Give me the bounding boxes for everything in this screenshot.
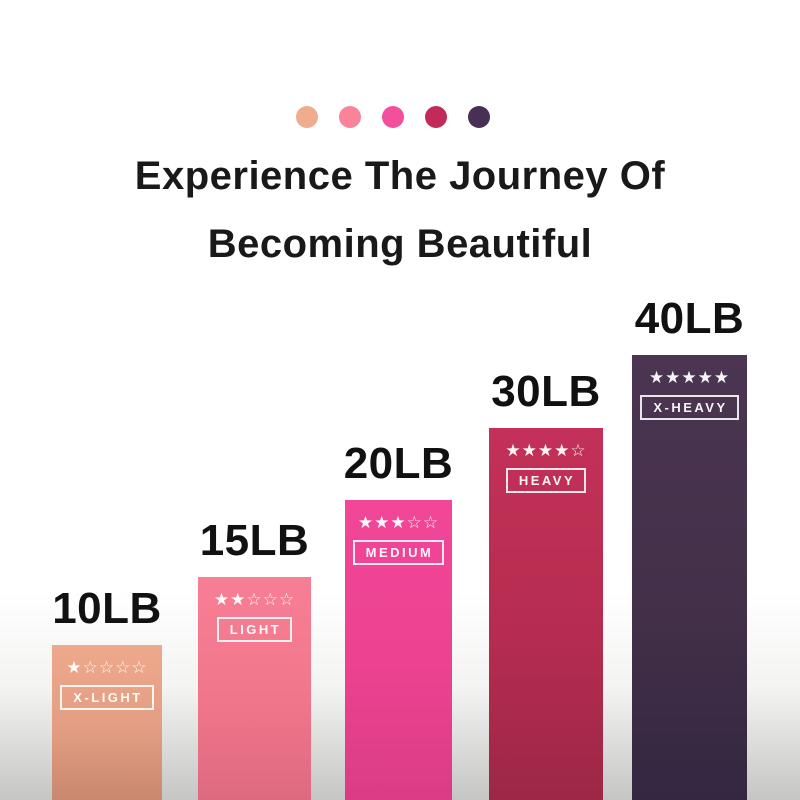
heavy-dot [425,106,447,128]
weight-label: 30LB [491,367,601,416]
band-column-10lb: 10LB ★☆☆☆☆ X-LIGHT [52,587,162,800]
color-palette-dots [296,106,490,128]
level-badge-label: HEAVY [518,473,576,488]
weight-label: 20LB [343,439,454,488]
level-badge-label: X-LIGHT [73,690,143,705]
bar-30lb: ★★★★☆ HEAVY [489,428,603,800]
level-badge-label: LIGHT [229,622,282,637]
bar-40lb: ★★★★★ X-HEAVY [632,355,747,800]
bar-15lb: ★★☆☆☆ LIGHT [198,577,311,800]
star-rating: ★★★★☆ [505,441,587,461]
star-rating: ★★★☆☆ [357,513,440,533]
bar-10lb: ★☆☆☆☆ X-LIGHT [52,645,162,800]
page-title: Experience The Journey Of Becoming Beaut… [0,142,800,278]
weight-label: 40LB [634,294,745,343]
level-badge-label: X-HEAVY [653,400,728,415]
star-rating: ★★☆☆☆ [213,590,296,610]
level-badge-label: MEDIUM [365,545,434,560]
title-line-2: Becoming Beautiful [207,222,593,266]
level-badge: X-HEAVY [640,395,739,420]
weight-label: 10LB [52,584,162,633]
star-rating: ★★★★★ [648,368,731,388]
x-light-dot [296,106,318,128]
x-heavy-dot [468,106,490,128]
band-column-30lb: 30LB ★★★★☆ HEAVY [489,370,603,800]
level-badge: MEDIUM [352,540,445,565]
band-column-15lb: 15LB ★★☆☆☆ LIGHT [198,519,311,800]
title-line-1: Experience The Journey Of [134,154,666,198]
weight-label: 15LB [199,516,310,565]
star-rating: ★☆☆☆☆ [66,658,148,678]
level-badge: X-LIGHT [60,685,154,710]
bar-20lb: ★★★☆☆ MEDIUM [345,500,452,800]
band-column-20lb: 20LB ★★★☆☆ MEDIUM [343,439,454,800]
band-column-40lb: 40LB ★★★★★ X-HEAVY [632,297,747,800]
level-badge: LIGHT [216,617,293,642]
medium-dot [382,106,404,128]
level-badge: HEAVY [505,468,587,493]
light-dot [339,106,361,128]
